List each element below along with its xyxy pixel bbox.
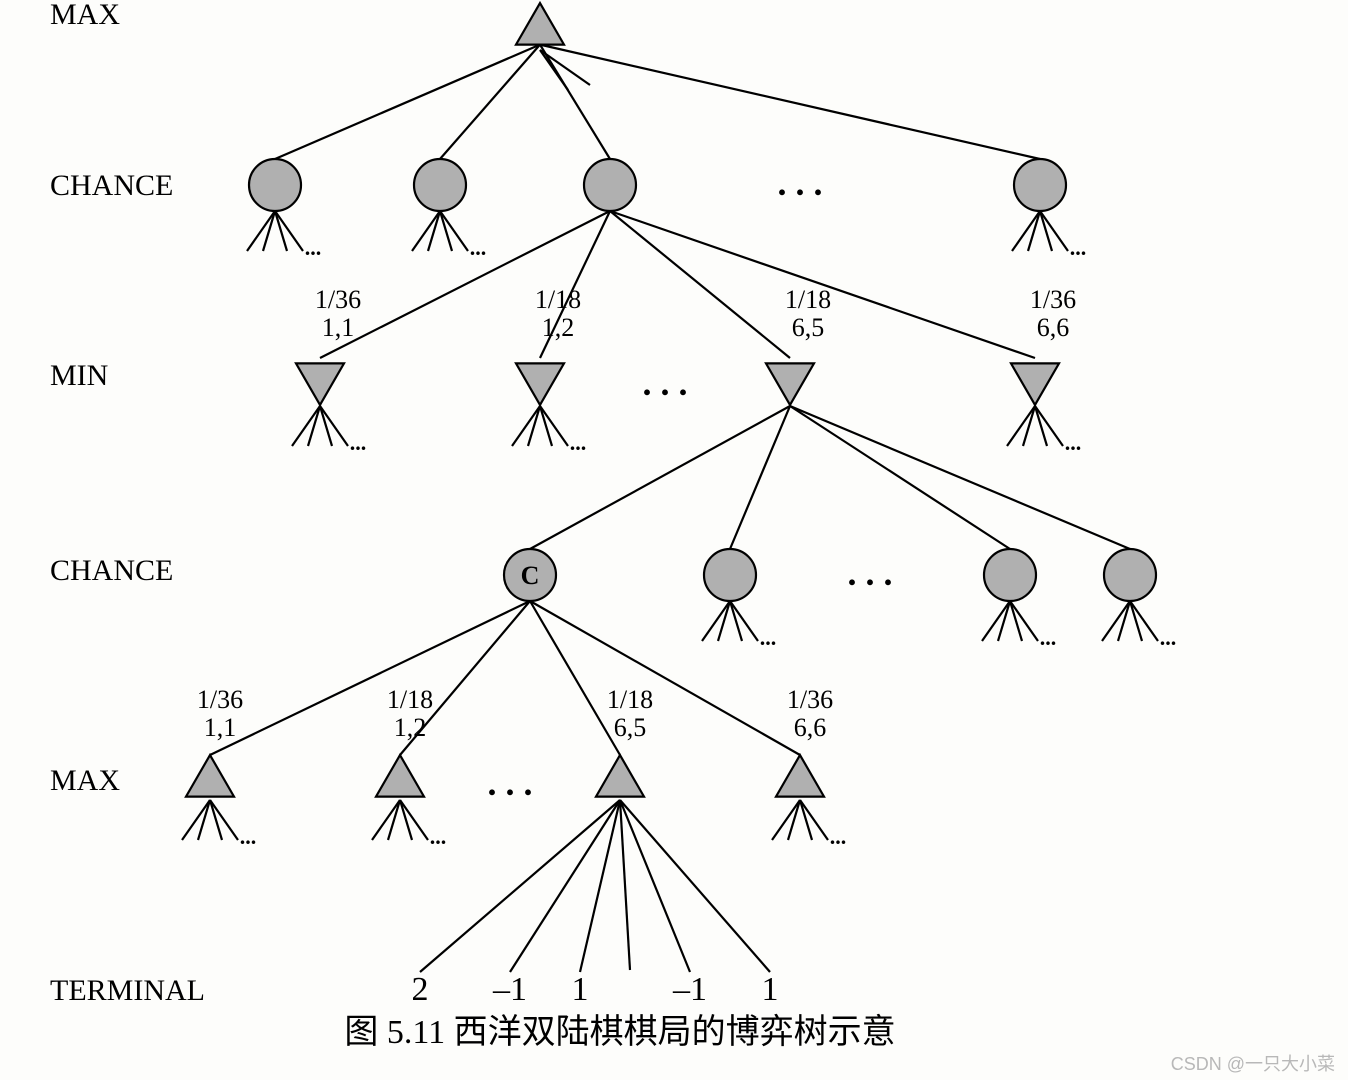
max-node <box>596 755 644 797</box>
chance-node <box>704 549 756 601</box>
svg-text:1,1: 1,1 <box>322 313 355 342</box>
svg-text:1/18: 1/18 <box>535 285 581 314</box>
svg-text:...: ... <box>570 430 587 455</box>
min-node <box>1011 363 1059 405</box>
svg-text:...: ... <box>305 235 322 260</box>
min-node <box>766 363 814 405</box>
figure-caption: 图 5.11 西洋双陆棋棋局的博弈树示意 <box>344 1013 895 1051</box>
terminal-value: 2 <box>412 971 429 1008</box>
chance-node <box>1104 549 1156 601</box>
svg-text:1/36: 1/36 <box>1030 285 1076 314</box>
svg-text:...: ... <box>1040 625 1057 650</box>
svg-text:1/36: 1/36 <box>315 285 361 314</box>
svg-text:1,1: 1,1 <box>204 713 237 742</box>
chance-node <box>984 549 1036 601</box>
svg-text:...: ... <box>470 235 487 260</box>
min-node <box>516 363 564 405</box>
terminal-value: 1 <box>762 971 779 1008</box>
level-label-chance2: CHANCE <box>50 554 173 587</box>
max-node <box>776 755 824 797</box>
level-label-max1: MAX <box>50 0 120 31</box>
svg-text:...: ... <box>830 824 847 849</box>
max-node <box>186 755 234 797</box>
svg-text:...: ... <box>350 430 367 455</box>
svg-text:...: ... <box>1070 235 1087 260</box>
svg-text:1/36: 1/36 <box>787 685 833 714</box>
svg-text:1/18: 1/18 <box>387 685 433 714</box>
svg-text:...: ... <box>1065 430 1082 455</box>
svg-text:6,5: 6,5 <box>792 313 825 342</box>
svg-text:1,2: 1,2 <box>542 313 575 342</box>
svg-text:6,5: 6,5 <box>614 713 647 742</box>
level-label-min: MIN <box>50 359 108 392</box>
svg-text:C: C <box>521 561 540 590</box>
level-label-max2: MAX <box>50 764 120 797</box>
svg-text:. . .: . . . <box>848 553 893 593</box>
level-label-chance1: CHANCE <box>50 169 173 202</box>
svg-text:. . .: . . . <box>778 163 823 203</box>
max-node <box>376 755 424 797</box>
terminal-value: –1 <box>672 971 707 1008</box>
svg-text:...: ... <box>1160 625 1177 650</box>
max-node <box>516 3 564 45</box>
svg-text:...: ... <box>430 824 447 849</box>
svg-text:6,6: 6,6 <box>1037 313 1070 342</box>
level-label-terminal: TERMINAL <box>50 974 205 1007</box>
svg-text:6,6: 6,6 <box>794 713 827 742</box>
terminal-value: –1 <box>492 971 527 1008</box>
chance-node <box>584 159 636 211</box>
svg-text:...: ... <box>760 625 777 650</box>
chance-node <box>249 159 301 211</box>
svg-text:...: ... <box>240 824 257 849</box>
chance-node <box>414 159 466 211</box>
svg-text:1/18: 1/18 <box>607 685 653 714</box>
svg-text:1/18: 1/18 <box>785 285 831 314</box>
min-node <box>296 363 344 405</box>
svg-text:. . .: . . . <box>643 363 688 403</box>
chance-node <box>1014 159 1066 211</box>
svg-text:1,2: 1,2 <box>394 713 427 742</box>
terminal-value: 1 <box>572 971 589 1008</box>
watermark: CSDN @一只大小菜 <box>1171 1054 1335 1074</box>
svg-text:. . .: . . . <box>488 763 533 803</box>
svg-text:1/36: 1/36 <box>197 685 243 714</box>
